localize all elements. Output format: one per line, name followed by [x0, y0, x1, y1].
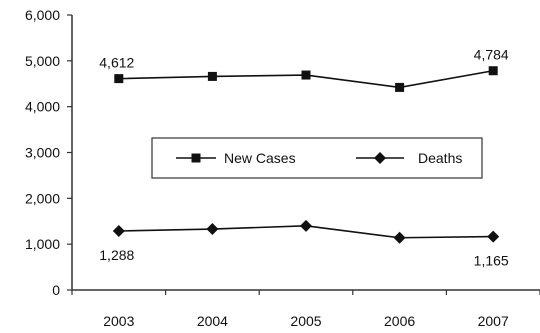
data-label: 4,784 [474, 47, 509, 63]
legend: New Cases Deaths [151, 137, 483, 179]
y-tick-label: 0 [52, 282, 60, 298]
x-tick-label: 2006 [384, 313, 415, 329]
diamond-marker [393, 231, 406, 244]
y-tick-label: 3,000 [25, 145, 60, 161]
square-marker [395, 82, 405, 92]
diamond-marker [300, 219, 312, 232]
diamond-marker [487, 230, 500, 243]
y-tick-label: 5,000 [25, 53, 60, 69]
series-group [112, 66, 500, 244]
y-tick-label: 6,000 [25, 7, 60, 23]
diamond-marker [112, 224, 125, 237]
square-marker [488, 66, 498, 76]
legend-label-new-cases: New Cases [224, 150, 296, 166]
x-tick-label: 2004 [197, 313, 228, 329]
axes: 0 1,000 2,000 3,000 4,000 5,000 6,000 2003 2004 2… [25, 7, 540, 329]
y-tick-label: 1,000 [25, 236, 60, 252]
data-label: 1,288 [99, 247, 134, 263]
legend-square-marker [191, 153, 201, 163]
square-marker [114, 74, 124, 84]
legend-diamond-marker [374, 152, 386, 164]
diamond-marker [206, 223, 219, 236]
square-marker [207, 71, 217, 81]
x-tick-label: 2005 [290, 313, 321, 329]
x-tick-label: 2007 [478, 313, 509, 329]
x-tick-label: 2003 [103, 313, 134, 329]
square-marker [301, 70, 311, 80]
legend-label-deaths: Deaths [418, 150, 462, 166]
data-label: 4,612 [99, 55, 134, 71]
data-labels: 4,612 4,784 1,288 1,165 [99, 47, 509, 269]
data-label: 1,165 [474, 253, 509, 269]
y-tick-label: 2,000 [25, 190, 60, 206]
y-tick-label: 4,000 [25, 99, 60, 115]
